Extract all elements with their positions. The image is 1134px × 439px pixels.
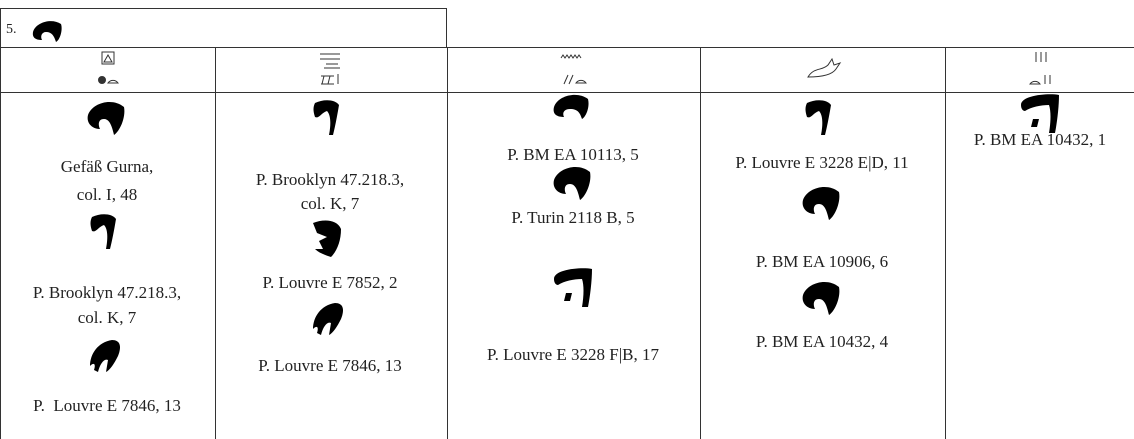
hieratic-sign <box>1021 94 1059 133</box>
source-caption: P. Louvre E 3228 F|B, 17 <box>487 345 659 364</box>
hieratic-sign <box>553 166 591 200</box>
header-sign <box>1029 52 1051 85</box>
hieratic-sign <box>802 281 840 315</box>
source-caption: P. Louvre E 7846, 13 <box>258 356 402 375</box>
hieratic-sign <box>553 94 589 119</box>
hieratic-sign <box>805 100 831 135</box>
source-caption: P. Brooklyn 47.218.3, <box>255 170 405 189</box>
source-caption: P. BM EA 10432, 1 <box>973 130 1107 149</box>
rule <box>0 47 1134 48</box>
rule <box>447 47 448 439</box>
rule <box>0 8 446 9</box>
entry-number: 5. <box>6 22 17 37</box>
hieratic-sign <box>90 340 120 372</box>
header-sign <box>98 51 119 84</box>
hieratic-sign <box>802 186 840 220</box>
entry-glyph <box>32 21 62 42</box>
rule <box>945 47 946 439</box>
source-caption: col. K, 7 <box>77 308 137 327</box>
hieratic-sign <box>554 268 592 307</box>
header-sign <box>320 53 340 85</box>
source-caption: P. Louvre E 7846, 13 <box>33 396 181 415</box>
header-sign <box>807 57 842 78</box>
source-caption: P. Louvre E 3228 E|D, 11 <box>735 153 909 172</box>
source-caption: col. I, 48 <box>76 185 138 204</box>
source-caption: P. BM EA 10906, 6 <box>755 252 889 271</box>
hieratic-sign <box>90 214 116 249</box>
rule <box>215 47 216 439</box>
hieratic-sign <box>313 100 339 135</box>
rule <box>700 47 701 439</box>
source-caption: col. K, 7 <box>300 194 360 213</box>
rule <box>0 92 1134 93</box>
header-sign <box>560 54 587 85</box>
rule <box>0 8 1 439</box>
hieratic-sign <box>313 220 341 257</box>
source-caption: P. Turin 2118 B, 5 <box>511 208 635 227</box>
source-caption: P. Louvre E 7852, 2 <box>262 273 398 292</box>
source-caption: P. BM EA 10113, 5 <box>507 145 639 164</box>
hieratic-sign <box>313 303 343 335</box>
source-caption: P. BM EA 10432, 4 <box>755 332 889 351</box>
rule <box>446 8 447 48</box>
source-caption: P. Brooklyn 47.218.3, <box>32 283 182 302</box>
source-caption: Gefäß Gurna, <box>60 157 154 176</box>
hieratic-sign <box>87 101 125 135</box>
